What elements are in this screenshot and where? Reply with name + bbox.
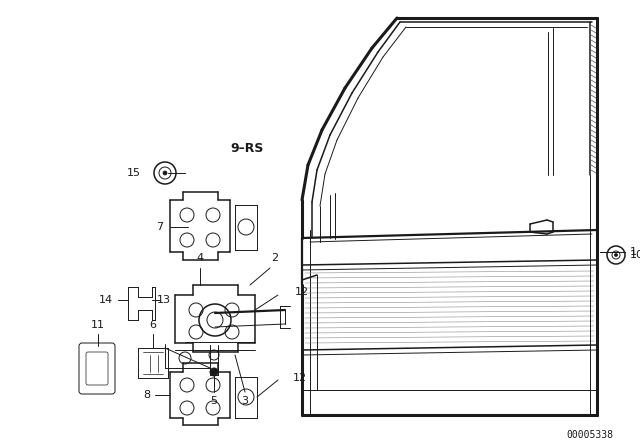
- Text: 12: 12: [295, 287, 309, 297]
- Circle shape: [614, 254, 618, 257]
- Circle shape: [210, 368, 218, 376]
- Text: 9–RS: 9–RS: [230, 142, 264, 155]
- Text: 12: 12: [293, 373, 307, 383]
- Text: 3: 3: [241, 396, 248, 406]
- Text: 15: 15: [127, 168, 141, 178]
- Text: 14: 14: [99, 295, 113, 305]
- Text: 13: 13: [157, 295, 171, 305]
- Text: 2: 2: [271, 253, 278, 263]
- Text: 5: 5: [211, 396, 218, 406]
- Text: 00005338: 00005338: [566, 430, 613, 440]
- Text: 10: 10: [630, 250, 640, 260]
- Text: 7: 7: [156, 222, 163, 232]
- Text: 6: 6: [150, 320, 157, 330]
- Circle shape: [163, 171, 167, 175]
- Text: 1: 1: [630, 247, 637, 257]
- Text: 8: 8: [143, 390, 150, 400]
- Text: 11: 11: [91, 320, 105, 330]
- Text: 4: 4: [196, 253, 204, 263]
